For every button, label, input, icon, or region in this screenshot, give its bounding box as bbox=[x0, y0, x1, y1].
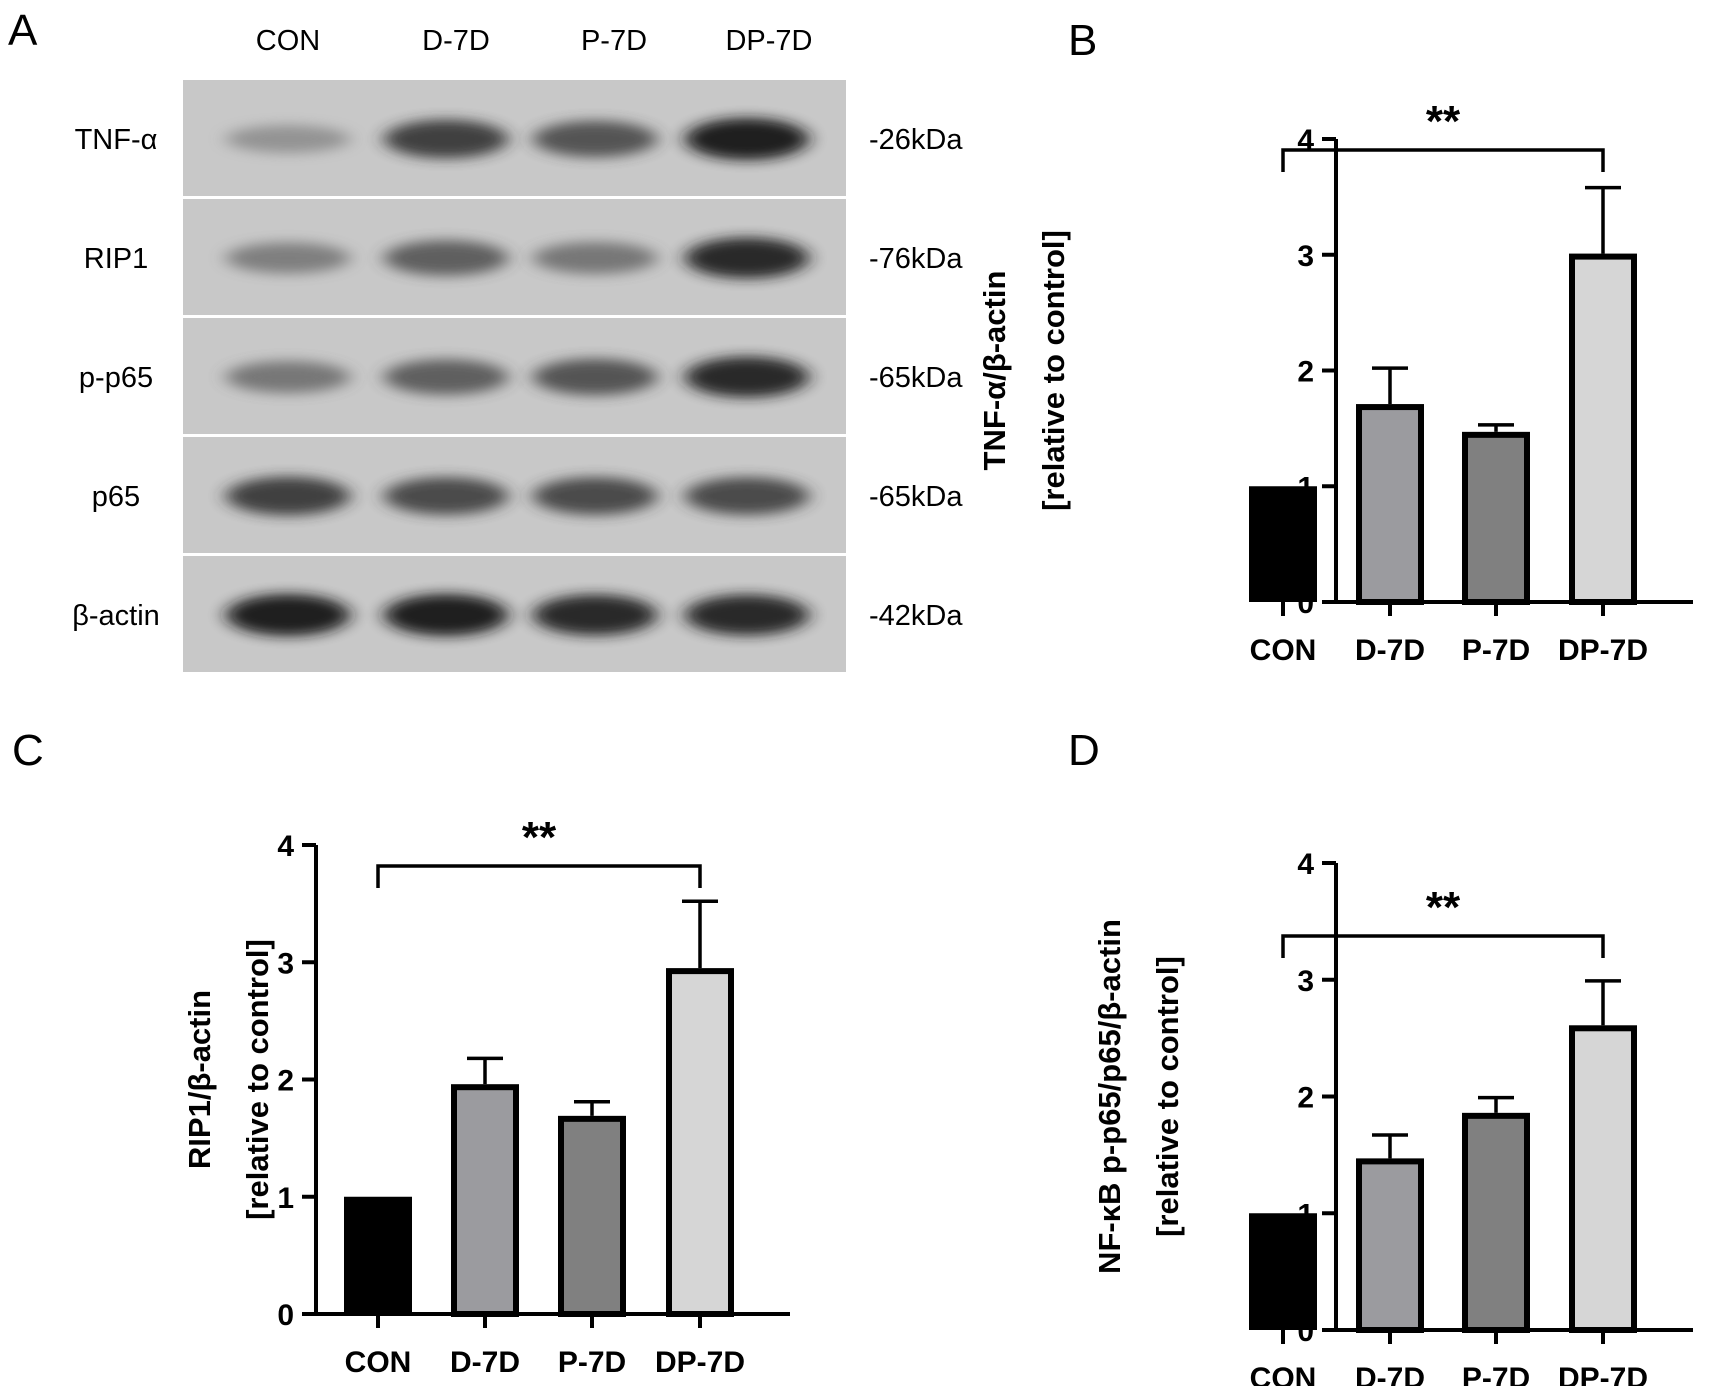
blot-band bbox=[226, 594, 350, 636]
x-tick-label: CON bbox=[1250, 634, 1317, 667]
blot-band bbox=[533, 594, 657, 636]
blot-band bbox=[533, 477, 657, 515]
y-tick-label: 2 bbox=[1297, 356, 1314, 389]
blot-band bbox=[533, 358, 657, 396]
protein-label: β-actin bbox=[72, 600, 160, 632]
significance-label: ** bbox=[1426, 883, 1461, 932]
chart-panel-c: 0 1 2 3 4 CON D-7D P-7D DP-7D ** RIP1/β-actin [rela… bbox=[182, 813, 790, 1379]
blot-band bbox=[384, 119, 508, 159]
bar bbox=[1249, 486, 1317, 602]
lane-label: D-7D bbox=[422, 25, 490, 57]
blot-band bbox=[533, 241, 657, 275]
blot-band bbox=[226, 476, 350, 516]
chart-panel-b: 01234COND-7DP-7DDP-7D**TNF-α/β-actin[rel… bbox=[977, 97, 1693, 667]
significance-bracket bbox=[1281, 934, 1605, 958]
molecular-weight-label: -65kDa bbox=[869, 362, 963, 394]
y-tick-label: 1 bbox=[277, 1182, 294, 1215]
y-tick-label: 4 bbox=[277, 830, 294, 863]
x-tick-label: DP-7D bbox=[655, 1346, 745, 1379]
bar bbox=[1356, 404, 1424, 605]
y-tick-label: 0 bbox=[277, 1299, 294, 1332]
blot-band bbox=[685, 477, 809, 515]
blot-band bbox=[384, 240, 508, 276]
significance-label: ** bbox=[522, 813, 557, 862]
bar bbox=[558, 1115, 626, 1318]
lane-label: DP-7D bbox=[725, 25, 812, 57]
significance-label: ** bbox=[1426, 97, 1461, 146]
blot-band bbox=[226, 360, 350, 394]
molecular-weight-label: -26kDa bbox=[869, 124, 963, 156]
y-axis-label: NF-κB p-p65/p65/β-actin bbox=[1092, 919, 1127, 1274]
y-axis-label: [relative to control] bbox=[1150, 956, 1185, 1237]
bar bbox=[344, 1196, 412, 1314]
molecular-weight-label: -65kDa bbox=[869, 481, 963, 513]
y-tick-label: 4 bbox=[1297, 124, 1314, 157]
y-tick-label: 4 bbox=[1297, 848, 1314, 881]
bar bbox=[1462, 1112, 1530, 1333]
panel-label-c: C bbox=[12, 726, 44, 775]
bar bbox=[1569, 1025, 1637, 1333]
protein-label: TNF-α bbox=[75, 124, 158, 156]
blot-band bbox=[685, 237, 809, 279]
significance-bracket bbox=[1281, 148, 1605, 172]
y-tick-label: 3 bbox=[1297, 240, 1314, 273]
y-tick-label: 2 bbox=[1297, 1082, 1314, 1115]
x-tick-label: D-7D bbox=[1355, 1362, 1425, 1386]
x-tick-label: D-7D bbox=[1355, 634, 1425, 667]
x-tick-label: P-7D bbox=[1462, 634, 1530, 667]
bar bbox=[451, 1084, 519, 1317]
y-axis-label: [relative to control] bbox=[240, 939, 275, 1220]
panel-label-d: D bbox=[1068, 726, 1100, 775]
x-tick-label: P-7D bbox=[1462, 1362, 1530, 1386]
blot-band bbox=[685, 594, 809, 636]
y-axis-label: RIP1/β-actin bbox=[182, 990, 217, 1169]
y-axis-label: [relative to control] bbox=[1036, 230, 1071, 511]
lane-label: P-7D bbox=[581, 25, 647, 57]
blot-band bbox=[226, 125, 350, 153]
x-tick-label: D-7D bbox=[450, 1346, 520, 1379]
bar bbox=[1249, 1213, 1317, 1330]
x-tick-label: P-7D bbox=[558, 1346, 626, 1379]
blot-band bbox=[384, 359, 508, 395]
x-tick-label: DP-7D bbox=[1558, 634, 1648, 667]
y-tick-label: 3 bbox=[1297, 965, 1314, 998]
protein-label: p65 bbox=[92, 481, 140, 513]
y-tick-label: 3 bbox=[277, 947, 294, 980]
protein-label: p-p65 bbox=[79, 362, 153, 394]
bar bbox=[1569, 253, 1637, 605]
lane-label: CON bbox=[256, 25, 320, 57]
x-tick-label: CON bbox=[345, 1346, 412, 1379]
y-tick-label: 2 bbox=[277, 1065, 294, 1098]
x-tick-label: CON bbox=[1250, 1362, 1317, 1386]
blot-band bbox=[533, 120, 657, 158]
blot-band bbox=[384, 477, 508, 515]
protein-label: RIP1 bbox=[84, 243, 148, 275]
bar bbox=[1462, 431, 1530, 605]
panel-label-b: B bbox=[1068, 16, 1098, 65]
blot-band bbox=[384, 594, 508, 636]
x-tick-label: DP-7D bbox=[1558, 1362, 1648, 1386]
molecular-weight-label: -42kDa bbox=[869, 600, 963, 632]
bar bbox=[666, 968, 734, 1317]
bar bbox=[1356, 1158, 1424, 1333]
blot-band bbox=[685, 356, 809, 398]
blot-band bbox=[226, 242, 350, 274]
y-axis-label: TNF-α/β-actin bbox=[977, 271, 1012, 471]
significance-bracket bbox=[376, 864, 702, 888]
blot-band bbox=[685, 118, 809, 160]
molecular-weight-label: -76kDa bbox=[869, 243, 963, 275]
panel-label-a: A bbox=[8, 6, 38, 55]
